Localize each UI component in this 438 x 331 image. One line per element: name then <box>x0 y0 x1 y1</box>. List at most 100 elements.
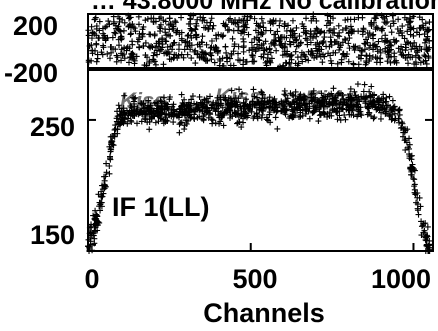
phase-point <box>95 35 102 42</box>
phase-point <box>360 25 367 32</box>
amplitude-point <box>111 126 118 133</box>
amplitude-point <box>411 167 418 174</box>
amplitude-point <box>191 116 198 123</box>
phase-point <box>251 15 258 22</box>
amplitude-point <box>115 120 122 127</box>
phase-point <box>260 51 267 58</box>
amplitude-point <box>160 94 167 101</box>
amplitude-point <box>278 99 285 106</box>
phase-point <box>140 42 147 49</box>
amplitude-point <box>358 112 365 119</box>
phase-point <box>226 55 233 62</box>
phase-point <box>102 24 109 31</box>
phase-point <box>144 15 151 22</box>
amplitude-point <box>406 135 413 142</box>
amplitude-point <box>251 93 258 100</box>
phase-point <box>156 38 163 45</box>
amplitude-point <box>258 98 265 105</box>
amplitude-point <box>106 163 113 170</box>
amplitude-point <box>263 101 270 108</box>
phase-point <box>293 24 300 31</box>
phase-point <box>422 20 429 27</box>
amplitude-point <box>345 94 352 101</box>
amplitude-point <box>110 142 117 149</box>
amplitude-point <box>370 115 377 122</box>
amplitude-point <box>208 116 215 123</box>
phase-point <box>115 42 122 49</box>
amplitude-point <box>366 100 373 107</box>
phase-point <box>419 16 426 23</box>
phase-point <box>416 24 423 31</box>
amplitude-point <box>181 126 188 133</box>
amplitude-point <box>418 218 425 225</box>
amplitude-point <box>138 100 145 107</box>
phase-point <box>170 25 177 32</box>
amplitude-point <box>128 104 135 111</box>
amplitude-tick-label-150: 150 <box>30 220 75 250</box>
phase-point <box>94 55 101 62</box>
phase-point <box>314 39 321 46</box>
amplitude-point <box>238 124 245 131</box>
amplitude-point <box>161 106 168 113</box>
amplitude-point <box>346 105 353 112</box>
amplitude-point <box>348 111 355 118</box>
amplitude-point <box>347 103 354 110</box>
amplitude-point <box>334 108 341 115</box>
phase-point <box>245 31 252 38</box>
phase-point <box>178 14 185 21</box>
phase-point <box>285 22 292 29</box>
phase-point <box>330 15 337 22</box>
phase-point <box>199 17 206 24</box>
phase-point <box>287 41 294 48</box>
phase-point <box>224 58 231 65</box>
phase-point <box>129 54 136 61</box>
amplitude-point <box>282 92 289 99</box>
phase-point <box>222 43 229 50</box>
amplitude-point <box>161 99 168 106</box>
amplitude-point <box>100 173 107 180</box>
amplitude-point <box>162 117 169 124</box>
amplitude-point <box>347 85 354 92</box>
amplitude-point <box>390 104 397 111</box>
amplitude-point <box>295 104 302 111</box>
phase-point <box>291 30 298 37</box>
amplitude-point <box>176 129 183 136</box>
phase-point <box>255 23 262 30</box>
amplitude-point <box>339 101 346 108</box>
phase-point <box>341 36 348 43</box>
phase-point <box>118 46 125 53</box>
x-axis-label: Channels <box>203 298 325 328</box>
phase-point <box>382 37 389 44</box>
amplitude-point <box>146 118 153 125</box>
amplitude-point <box>354 81 361 88</box>
phase-point <box>355 14 362 21</box>
phase-point <box>385 52 392 59</box>
phase-point <box>375 38 382 45</box>
amplitude-point <box>175 114 182 121</box>
amplitude-point <box>282 107 289 114</box>
amplitude-point <box>309 109 316 116</box>
phase-point <box>302 27 309 34</box>
amplitude-point <box>146 126 153 133</box>
phase-point <box>318 46 325 53</box>
amplitude-point <box>415 211 422 218</box>
phase-point <box>350 60 357 67</box>
amplitude-point <box>183 110 190 117</box>
amplitude-point <box>389 105 396 112</box>
phase-point <box>184 51 191 58</box>
amplitude-point <box>398 124 405 131</box>
amplitude-point <box>178 103 185 110</box>
ghost-text-group: Kiss Kiss Kiss <box>120 84 351 113</box>
phase-point <box>332 49 339 56</box>
phase-point <box>235 23 242 30</box>
phase-point <box>207 49 214 56</box>
phase-point <box>278 40 285 47</box>
phase-point <box>387 46 394 53</box>
amplitude-point <box>228 87 235 94</box>
phase-tick-label-minus-200: -200 <box>4 58 58 88</box>
amplitude-point <box>216 120 223 127</box>
amplitude-point <box>370 101 377 108</box>
amplitude-point <box>300 96 307 103</box>
phase-point <box>416 55 423 62</box>
phase-point <box>231 41 238 48</box>
